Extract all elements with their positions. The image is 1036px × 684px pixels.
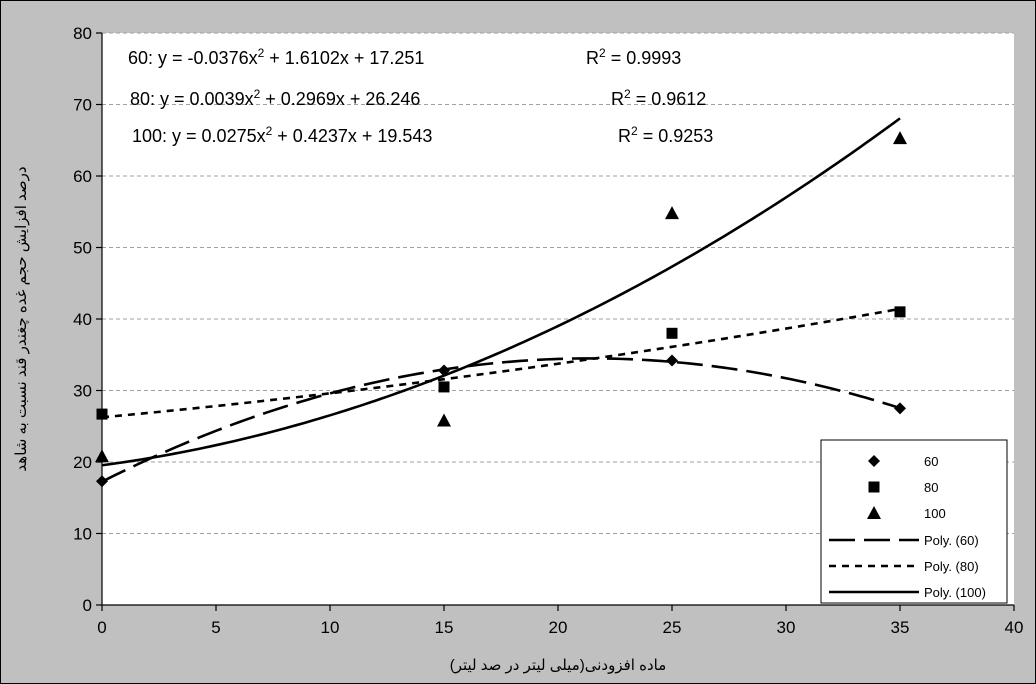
equation-prefix: 100: y = 0.0275x — [132, 126, 266, 146]
r2-symbol: R — [618, 126, 631, 146]
trendline-60 — [101, 357, 901, 483]
point-60-1 — [438, 364, 450, 377]
r2-value: = 0.9993 — [606, 48, 682, 68]
r2-0: R2 = 0.9993 — [586, 46, 681, 68]
x-tick-label: 40 — [1005, 618, 1024, 637]
r2-exponent: 2 — [624, 87, 631, 101]
equation-exponent: 2 — [258, 46, 265, 60]
y-tick-label: 0 — [83, 596, 92, 615]
point-100-2 — [665, 206, 679, 220]
y-tick-label: 80 — [73, 24, 92, 43]
r2-symbol: R — [586, 48, 599, 68]
r2-exponent: 2 — [599, 46, 606, 60]
trendline-80 — [101, 307, 901, 419]
y-tick-label: 50 — [73, 239, 92, 258]
r2-exponent: 2 — [631, 124, 638, 138]
equation-rest: + 0.4237x + 19.543 — [272, 126, 432, 146]
equation-0: 60: y = -0.0376x2 + 1.6102x + 17.251 — [128, 46, 424, 68]
point-60-3 — [894, 402, 906, 415]
point-80-3 — [894, 306, 906, 318]
point-60-2 — [666, 354, 678, 367]
legend-label: Poly. (60) — [924, 533, 979, 548]
equation-2: 100: y = 0.0275x2 + 0.4237x + 19.543 — [132, 124, 432, 146]
equation-1: 80: y = 0.0039x2 + 0.2969x + 26.246 — [130, 87, 420, 109]
equation-rest: + 0.2969x + 26.246 — [260, 89, 420, 109]
r2-symbol: R — [611, 89, 624, 109]
point-100-0 — [95, 449, 109, 463]
x-tick-label: 10 — [321, 618, 340, 637]
equation-prefix: 60: y = -0.0376x — [128, 48, 258, 68]
r2-2: R2 = 0.9253 — [618, 124, 713, 146]
point-80-1 — [438, 381, 450, 393]
x-tick-label: 35 — [891, 618, 910, 637]
y-tick-label: 20 — [73, 453, 92, 472]
legend-label: 80 — [924, 480, 938, 495]
y-tick-label: 30 — [73, 382, 92, 401]
x-tick-label: 0 — [97, 618, 106, 637]
y-axis-title: درصد افزایش حجم غده چغندر قند نسبت به شا… — [13, 166, 30, 471]
trendline-100 — [101, 117, 901, 467]
legend-marker-80 — [868, 481, 880, 493]
point-80-2 — [666, 327, 678, 339]
point-60-0 — [96, 475, 108, 488]
legend-label: 100 — [924, 506, 946, 521]
r2-value: = 0.9612 — [631, 89, 707, 109]
y-tick-label: 60 — [73, 167, 92, 186]
point-100-1 — [437, 413, 451, 427]
legend-box — [820, 439, 1008, 604]
equation-exponent: 2 — [266, 124, 273, 138]
equation-exponent: 2 — [254, 87, 261, 101]
r2-1: R2 = 0.9612 — [611, 87, 706, 109]
y-tick-label: 40 — [73, 310, 92, 329]
r2-value: = 0.9253 — [638, 126, 714, 146]
equation-prefix: 80: y = 0.0039x — [130, 89, 254, 109]
x-tick-label: 5 — [211, 618, 220, 637]
legend: 60 80 100 Poly. (60) Poly. (80) Poly. (100) — [820, 439, 1008, 604]
legend-marker-100 — [867, 506, 881, 519]
x-axis-title: ماده افزودنی(میلی لیتر در صد لیتر) — [450, 657, 667, 674]
x-tick-label: 15 — [435, 618, 454, 637]
point-100-3 — [893, 131, 907, 145]
legend-label: Poly. (80) — [924, 559, 979, 574]
legend-marker-60 — [868, 455, 880, 467]
x-tick-label: 30 — [777, 618, 796, 637]
y-tick-label: 70 — [73, 96, 92, 115]
x-tick-label: 20 — [549, 618, 568, 637]
y-tick-label: 10 — [73, 525, 92, 544]
x-tick-label: 25 — [663, 618, 682, 637]
equation-rest: + 1.6102x + 17.251 — [264, 48, 424, 68]
point-80-0 — [96, 408, 108, 420]
legend-label: Poly. (100) — [924, 585, 986, 600]
legend-label: 60 — [924, 454, 938, 469]
